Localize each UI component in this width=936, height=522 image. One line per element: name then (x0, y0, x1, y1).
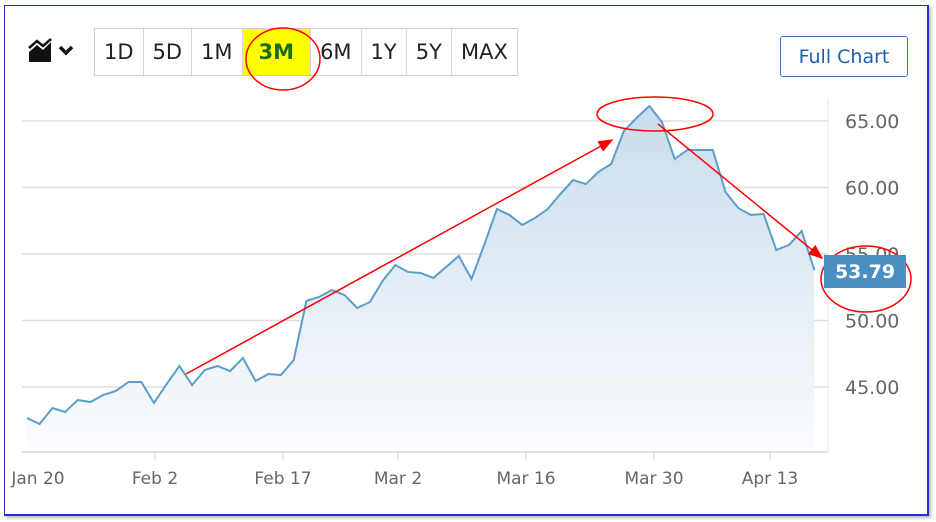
y-tick-label: 50.00 (845, 311, 899, 333)
x-tick-label: Apr 13 (742, 469, 798, 489)
range-1y[interactable]: 1Y (362, 29, 407, 75)
range-1m[interactable]: 1M (192, 29, 243, 75)
widget-frame (4, 5, 929, 516)
uptrend-arrow (185, 139, 614, 375)
chevron-down-icon (58, 45, 74, 56)
last-price-badge: 53.79 (824, 255, 906, 288)
x-tick-label: Mar 16 (496, 469, 555, 489)
range-selector: 1D 5D 1M 3M 6M 1Y 5Y MAX (94, 28, 518, 76)
downtrend-arrow (657, 123, 824, 259)
area-chart-icon (28, 38, 74, 62)
x-tick-label: Mar 2 (374, 469, 422, 489)
range-5d[interactable]: 5D (144, 29, 193, 75)
x-tick-label: Mar 30 (624, 469, 683, 489)
x-tick-label: Feb 2 (132, 469, 178, 489)
range-5y[interactable]: 5Y (407, 29, 452, 75)
range-1d[interactable]: 1D (95, 29, 144, 75)
range-3m[interactable]: 3M (242, 29, 312, 75)
chart-type-dropdown[interactable] (27, 38, 83, 64)
x-tick-label: Jan 20 (10, 469, 64, 489)
range-circle (245, 27, 321, 91)
y-tick-label: 60.00 (845, 178, 899, 200)
full-chart-button[interactable]: Full Chart (780, 36, 908, 77)
y-tick-label: 65.00 (845, 111, 899, 133)
range-max[interactable]: MAX (460, 40, 508, 64)
range-6m[interactable]: 6M (311, 29, 362, 75)
area-fill (27, 105, 815, 452)
peak-circle (596, 96, 714, 132)
annotations (185, 27, 912, 375)
price-circle (820, 245, 912, 313)
x-tick-label: Feb 17 (254, 469, 311, 489)
y-tick-label: 45.00 (845, 377, 899, 399)
